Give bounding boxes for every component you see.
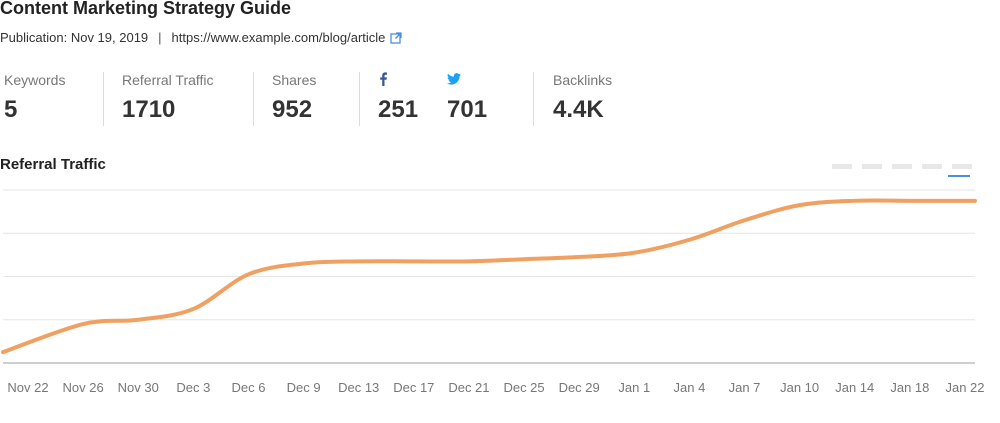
legend-dash[interactable]: [952, 164, 972, 169]
x-tick-label: Jan 18: [890, 380, 929, 395]
stat-value: 952: [272, 96, 313, 123]
x-tick-label: Nov 22: [7, 380, 48, 395]
x-tick-label: Nov 26: [63, 380, 104, 395]
x-tick-label: Jan 4: [674, 380, 706, 395]
stat-backlinks: Backlinks 4.4K: [553, 72, 612, 128]
chart-legend[interactable]: [832, 164, 972, 169]
stat-divider: [533, 72, 534, 126]
x-tick-label: Dec 9: [287, 380, 321, 395]
stat-facebook: 251: [378, 72, 418, 128]
stat-divider: [359, 72, 360, 126]
referral-traffic-line[interactable]: [1, 198, 977, 355]
x-tick-label: Dec 3: [176, 380, 210, 395]
legend-dash[interactable]: [832, 164, 852, 169]
x-tick-label: Dec 17: [393, 380, 434, 395]
twitter-icon: [447, 73, 461, 85]
x-tick-label: Jan 14: [835, 380, 874, 395]
legend-dash[interactable]: [862, 164, 882, 169]
chart-title: Referral Traffic: [0, 156, 106, 173]
stat-label: Keywords: [4, 72, 66, 88]
stat-label: Shares: [272, 72, 317, 88]
x-tick-label: Dec 6: [231, 380, 265, 395]
stats-row: Keywords 5 Referral Traffic 1710 Shares …: [0, 72, 1000, 128]
x-tick-label: Dec 13: [338, 380, 379, 395]
x-tick-label: Jan 1: [618, 380, 650, 395]
stat-keywords: Keywords 5: [4, 72, 65, 128]
stat-divider: [253, 72, 254, 126]
x-tick-label: Jan 10: [780, 380, 819, 395]
stat-value: 701: [447, 96, 488, 123]
stat-twitter: 701: [447, 72, 487, 128]
stat-value: 1710: [122, 96, 176, 123]
article-title: Content Marketing Strategy Guide: [0, 0, 292, 18]
article-url-link[interactable]: https://www.example.com/blog/article: [171, 30, 386, 45]
stat-value: 251: [378, 96, 419, 123]
x-tick-label: Jan 22: [945, 380, 984, 395]
publication-date: Publication: Nov 19, 2019: [0, 30, 149, 45]
stat-label: Backlinks: [553, 72, 613, 88]
x-tick-label: Dec 25: [503, 380, 544, 395]
x-tick-label: Dec 21: [448, 380, 489, 395]
stat-value: 5: [4, 96, 18, 123]
legend-dash[interactable]: [892, 164, 912, 169]
article-meta: Publication: Nov 19, 2019 | https://www.…: [0, 30, 403, 45]
x-tick-label: Dec 29: [559, 380, 600, 395]
meta-separator: |: [158, 30, 162, 45]
stat-referral-traffic: Referral Traffic 1710: [122, 72, 214, 128]
external-link-icon[interactable]: [390, 31, 403, 44]
x-tick-label: Jan 7: [729, 380, 761, 395]
x-tick-label: Nov 30: [118, 380, 159, 395]
stat-divider: [103, 72, 104, 126]
stat-value: 4.4K: [553, 96, 604, 123]
stat-shares: Shares 952: [272, 72, 316, 128]
stat-label: Referral Traffic: [122, 72, 214, 88]
facebook-icon: [380, 72, 387, 86]
legend-dash[interactable]: [922, 164, 942, 169]
legend-active-indicator: [948, 175, 970, 177]
